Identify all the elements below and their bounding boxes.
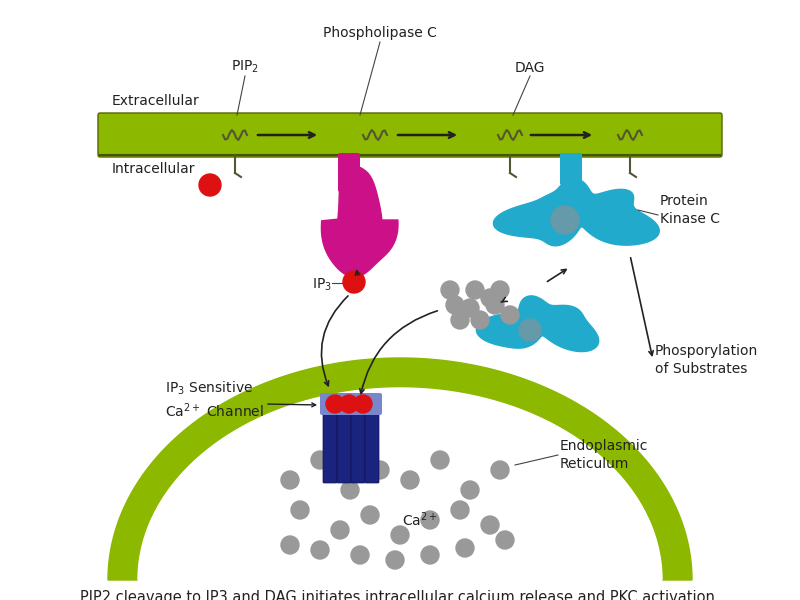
FancyBboxPatch shape: [323, 406, 337, 483]
Circle shape: [199, 174, 221, 196]
Circle shape: [491, 281, 509, 299]
Circle shape: [361, 506, 379, 524]
Circle shape: [341, 481, 359, 499]
Circle shape: [343, 271, 365, 293]
Circle shape: [401, 471, 419, 489]
Text: IP$_3$ Sensitive
Ca$^{2+}$ Channel: IP$_3$ Sensitive Ca$^{2+}$ Channel: [165, 380, 264, 421]
Circle shape: [456, 539, 474, 557]
Circle shape: [441, 281, 459, 299]
Circle shape: [461, 481, 479, 499]
FancyBboxPatch shape: [320, 393, 382, 415]
Polygon shape: [476, 296, 598, 352]
Text: PIP2 cleavage to IP3 and DAG initiates intracellular calcium release and PKC act: PIP2 cleavage to IP3 and DAG initiates i…: [80, 590, 720, 600]
FancyBboxPatch shape: [560, 153, 582, 185]
Polygon shape: [494, 178, 659, 246]
Circle shape: [551, 206, 579, 234]
Text: Protein
Kinase C: Protein Kinase C: [660, 194, 720, 226]
Circle shape: [451, 501, 469, 519]
Text: PIP$_2$: PIP$_2$: [231, 59, 259, 75]
Polygon shape: [138, 388, 662, 580]
Circle shape: [340, 395, 358, 413]
Circle shape: [351, 546, 369, 564]
Circle shape: [421, 511, 439, 529]
Circle shape: [446, 296, 464, 314]
FancyBboxPatch shape: [365, 406, 379, 483]
Circle shape: [326, 395, 344, 413]
Circle shape: [331, 521, 349, 539]
Circle shape: [386, 551, 404, 569]
Text: DAG: DAG: [514, 61, 546, 75]
FancyBboxPatch shape: [338, 153, 360, 192]
Text: Extracellular: Extracellular: [112, 94, 200, 108]
Text: IP$_3$: IP$_3$: [312, 277, 332, 293]
Circle shape: [451, 311, 469, 329]
Circle shape: [486, 296, 504, 314]
Circle shape: [311, 541, 329, 559]
Circle shape: [491, 461, 509, 479]
Text: Phosporylation
of Substrates: Phosporylation of Substrates: [655, 344, 758, 376]
Circle shape: [461, 299, 479, 317]
Circle shape: [354, 395, 372, 413]
Circle shape: [471, 311, 489, 329]
Text: Phospholipase C: Phospholipase C: [323, 26, 437, 40]
FancyBboxPatch shape: [98, 113, 722, 157]
Circle shape: [519, 319, 541, 341]
Circle shape: [421, 546, 439, 564]
Circle shape: [501, 306, 519, 324]
Polygon shape: [322, 165, 398, 277]
Circle shape: [496, 531, 514, 549]
Circle shape: [481, 516, 499, 534]
Circle shape: [481, 289, 499, 307]
Circle shape: [281, 536, 299, 554]
Circle shape: [371, 461, 389, 479]
Circle shape: [391, 526, 409, 544]
Circle shape: [311, 451, 329, 469]
Circle shape: [291, 501, 309, 519]
Polygon shape: [108, 358, 692, 580]
Text: Intracellular: Intracellular: [112, 162, 195, 176]
Circle shape: [431, 451, 449, 469]
Text: Endoplasmic
Reticulum: Endoplasmic Reticulum: [560, 439, 648, 470]
FancyBboxPatch shape: [337, 406, 351, 483]
Text: Ca$^{2+}$: Ca$^{2+}$: [402, 511, 438, 529]
FancyBboxPatch shape: [351, 406, 365, 483]
Circle shape: [466, 281, 484, 299]
Circle shape: [281, 471, 299, 489]
